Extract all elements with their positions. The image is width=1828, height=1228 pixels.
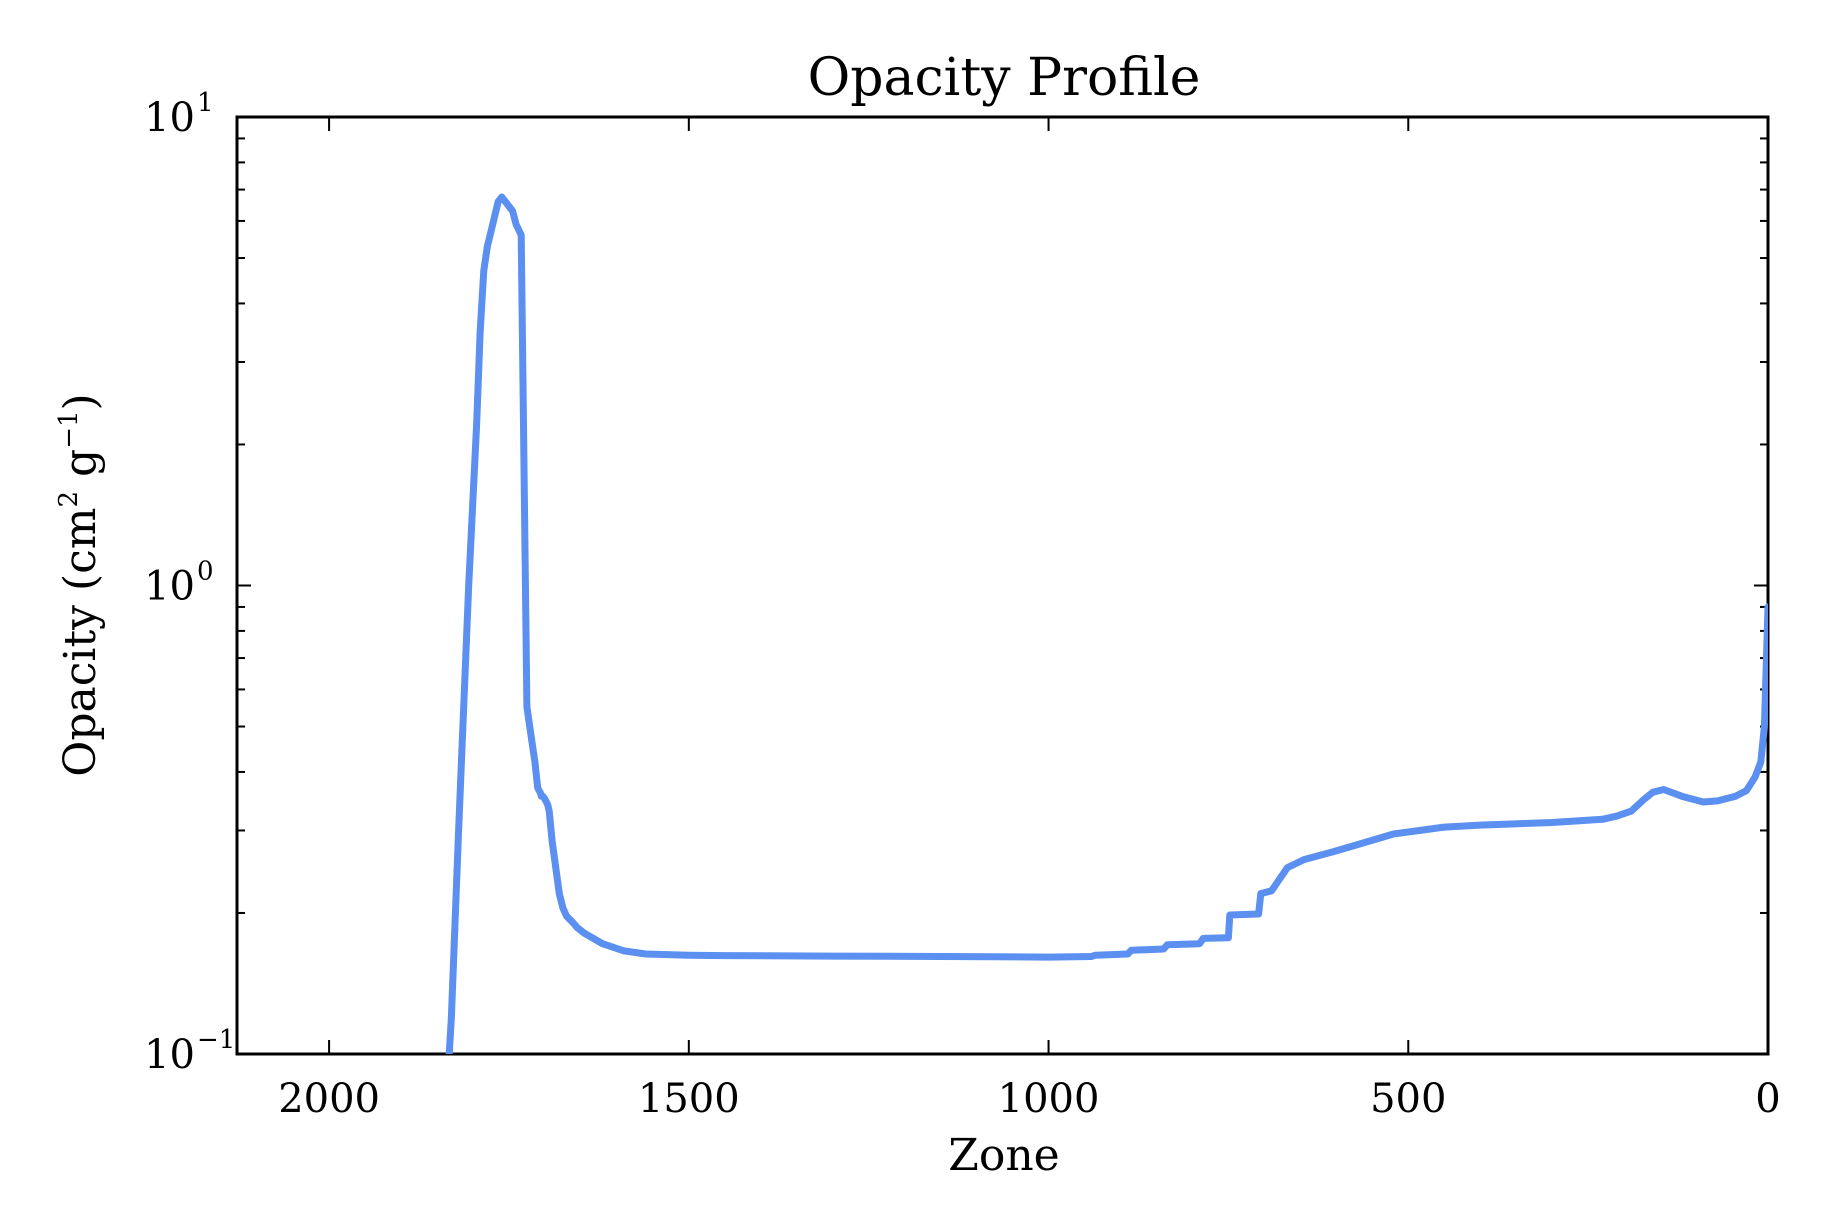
- y-tick-label-base: 10: [144, 95, 195, 141]
- y-axis-label-sup2: −1: [54, 410, 84, 448]
- y-axis-label-sup1: 2: [54, 491, 84, 508]
- y-axis-label-main: Opacity (cm: [55, 507, 106, 776]
- x-tick-label: 1500: [638, 1076, 740, 1122]
- y-tick-label: 10: [144, 564, 195, 610]
- y-tick-label-exponent: 0: [197, 557, 214, 587]
- x-tick-label: 500: [1370, 1076, 1446, 1122]
- y-tick-label-base: 10: [144, 564, 195, 610]
- y-tick-label: 10: [144, 1032, 195, 1078]
- x-axis-label: Zone: [948, 1130, 1059, 1181]
- x-tick-label: 0: [1755, 1076, 1780, 1122]
- y-tick-label-base: 10: [144, 1032, 195, 1078]
- x-tick-label: 1000: [998, 1076, 1100, 1122]
- y-axis-label-mid: g: [55, 449, 106, 491]
- y-tick-label-exponent: 1: [197, 88, 214, 118]
- x-tick-label: 2000: [278, 1076, 380, 1122]
- y-tick-label-exponent: −1: [197, 1025, 235, 1055]
- y-axis-label: Opacity (cm2 g−1): [54, 393, 106, 776]
- opacity-line: [445, 193, 1768, 1054]
- y-tick-label: 10: [144, 95, 195, 141]
- chart-title: Opacity Profile: [808, 48, 1201, 108]
- y-axis-label-end: ): [55, 393, 106, 410]
